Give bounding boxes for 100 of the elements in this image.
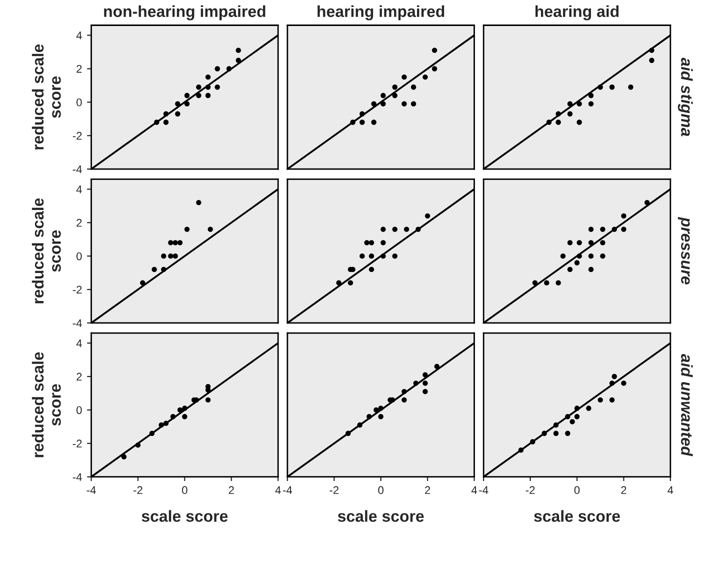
point xyxy=(175,111,180,116)
point xyxy=(392,253,398,259)
chart-title: hearing impaired xyxy=(318,5,444,20)
point xyxy=(380,92,386,98)
point xyxy=(609,380,615,386)
x-tick-label: -4 xyxy=(479,486,488,494)
point xyxy=(350,120,356,125)
point xyxy=(226,66,232,72)
point xyxy=(402,101,407,106)
point xyxy=(236,58,241,63)
x-tick-label: 2 xyxy=(228,486,234,494)
point xyxy=(565,430,570,436)
point xyxy=(161,266,166,272)
point xyxy=(621,380,626,386)
point xyxy=(434,364,440,370)
x-axis-title: scale score xyxy=(142,510,228,522)
point xyxy=(598,84,603,90)
y-tick-label: 0 xyxy=(76,98,82,106)
point xyxy=(170,414,176,420)
point xyxy=(121,454,127,460)
point xyxy=(600,253,606,259)
point xyxy=(392,226,398,232)
point xyxy=(380,240,386,246)
x-tick-label: -4 xyxy=(86,486,96,494)
point xyxy=(402,397,407,403)
point xyxy=(621,213,626,219)
point xyxy=(574,406,580,411)
point xyxy=(600,240,606,246)
point xyxy=(168,240,174,246)
point xyxy=(378,414,384,420)
y-axis-title: reduced scale score xyxy=(32,44,61,150)
x-tick-label: 4 xyxy=(275,486,281,494)
point xyxy=(586,406,592,411)
y-tick-label: -2 xyxy=(72,286,82,294)
point xyxy=(371,120,376,125)
point xyxy=(410,84,416,90)
point xyxy=(432,66,438,72)
point xyxy=(374,407,379,413)
point xyxy=(609,397,615,403)
x-tick-label: -2 xyxy=(134,486,142,494)
point xyxy=(422,372,428,378)
point xyxy=(649,48,654,53)
point xyxy=(368,253,374,259)
point xyxy=(140,280,146,286)
point xyxy=(600,226,606,232)
point xyxy=(380,101,386,106)
point xyxy=(644,200,650,206)
point xyxy=(556,120,561,125)
point xyxy=(570,419,575,424)
point xyxy=(567,101,573,106)
point xyxy=(380,253,386,259)
point xyxy=(163,420,169,426)
point xyxy=(392,92,398,98)
point xyxy=(392,84,398,90)
point xyxy=(612,374,617,380)
y-tick-label: 2 xyxy=(76,64,82,73)
y-tick-label: -4 xyxy=(72,319,82,327)
point xyxy=(184,92,190,98)
y-tick-label: 2 xyxy=(76,372,82,381)
point xyxy=(413,380,418,386)
y2-axis-title: aid stigma xyxy=(678,58,693,136)
point xyxy=(205,84,211,90)
point xyxy=(360,120,365,125)
y-tick-label: 4 xyxy=(76,339,82,348)
point xyxy=(576,253,582,259)
x-tick-label: 2 xyxy=(425,486,430,494)
point xyxy=(567,111,573,116)
point xyxy=(177,240,183,246)
point xyxy=(184,101,190,106)
point xyxy=(530,439,536,444)
point xyxy=(588,266,594,272)
point xyxy=(576,240,582,246)
point xyxy=(553,422,559,428)
point xyxy=(422,388,428,394)
point xyxy=(621,226,626,232)
y2-axis-title: aid unwanted xyxy=(681,354,693,456)
point xyxy=(214,66,220,72)
point xyxy=(196,92,202,98)
point xyxy=(205,397,211,403)
point xyxy=(588,253,594,259)
point xyxy=(172,253,178,259)
x-tick-label: 4 xyxy=(668,486,674,494)
point xyxy=(588,101,594,106)
y2-axis-title: pressure xyxy=(678,216,690,284)
point xyxy=(576,120,582,125)
point xyxy=(175,101,180,106)
point xyxy=(196,200,202,206)
point xyxy=(567,240,573,246)
point xyxy=(416,226,421,232)
point xyxy=(348,280,354,286)
x-axis-title: scale score xyxy=(534,510,620,522)
point xyxy=(360,111,365,116)
y-axis-title: reduced scale score xyxy=(32,198,61,304)
point xyxy=(161,253,166,259)
chart-title: hearing aid xyxy=(536,5,619,20)
y-tick-label: -2 xyxy=(72,132,82,140)
point xyxy=(152,266,157,272)
point xyxy=(380,226,386,232)
point xyxy=(184,226,190,232)
y-tick-label: 0 xyxy=(76,252,82,260)
